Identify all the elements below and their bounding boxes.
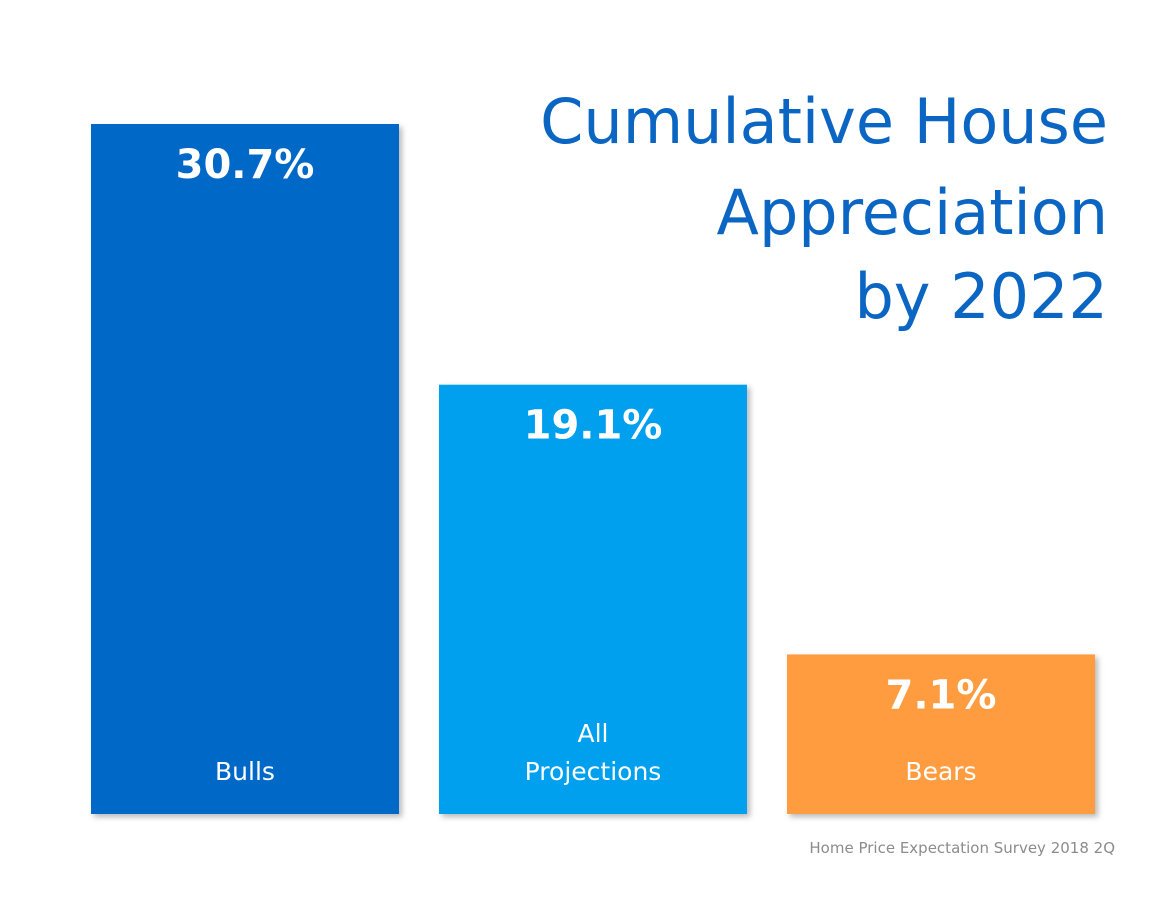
bar-category-label-2-0: Bears	[905, 757, 976, 786]
bar-category-label-1-0: All	[578, 719, 609, 748]
bar-value-label-2: 7.1%	[886, 672, 997, 718]
bar-value-label-0: 30.7%	[176, 142, 315, 188]
bar-value-label-1: 19.1%	[524, 403, 663, 449]
bars-group: 30.7% Bulls 19.1% All Projections 7.1% Bears	[91, 124, 1095, 814]
chart-title-line-1: Cumulative House	[540, 85, 1108, 158]
source-note: Home Price Expectation Survey 2018 2Q	[809, 839, 1115, 857]
bar-2	[787, 654, 1095, 814]
bar-1	[439, 384, 747, 814]
bar-0	[91, 124, 399, 814]
bar-category-label-0-0: Bulls	[215, 757, 275, 786]
bar-category-label-1-1: Projections	[525, 757, 662, 786]
chart-title-line-3: by 2022	[854, 260, 1108, 333]
chart-title-line-2: Appreciation	[717, 176, 1108, 249]
